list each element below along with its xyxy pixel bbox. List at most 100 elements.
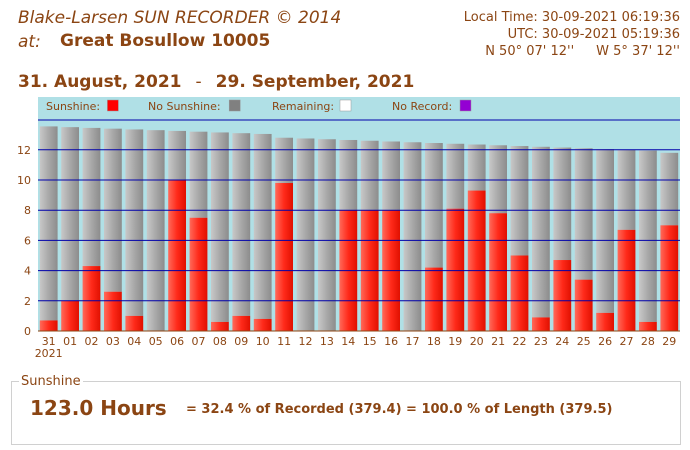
x-tick-label: 05 xyxy=(149,335,163,348)
bar-no-sunshine xyxy=(596,149,614,313)
x-tick-label: 01 xyxy=(63,335,77,348)
bar-sunshine xyxy=(61,300,79,331)
x-tick-label: 02 xyxy=(85,335,99,348)
longitude: W 5° 37' 12'' xyxy=(596,44,680,59)
bar-no-sunshine xyxy=(232,133,251,316)
sunshine-chart: Sunshine: No Sunshine: Remaining: No Record… xyxy=(17,97,680,360)
bar-no-sunshine xyxy=(382,141,400,211)
bar-sunshine xyxy=(617,229,636,331)
y-tick-label: 12 xyxy=(17,144,31,157)
bar-no-sunshine xyxy=(617,149,636,230)
bar-sunshine xyxy=(574,279,593,331)
bar-sunshine xyxy=(660,225,679,331)
at-label: at: xyxy=(18,32,41,52)
bar-no-sunshine xyxy=(360,140,379,211)
legend-swatch xyxy=(107,99,119,112)
y-tick-label: 4 xyxy=(24,265,31,278)
location-name: Great Bosullow 10005 xyxy=(60,31,271,51)
bar-no-sunshine xyxy=(275,137,293,184)
bar-sunshine xyxy=(168,180,186,331)
bar-sunshine xyxy=(553,260,572,331)
bar-sunshine xyxy=(253,318,272,331)
app-title: Blake-Larsen SUN RECORDER © 2014 xyxy=(18,8,342,28)
x-tick-label: 07 xyxy=(192,335,206,348)
x-tick-label: 22 xyxy=(513,335,527,348)
y-tick-label: 2 xyxy=(24,295,31,308)
bar-no-sunshine xyxy=(510,146,529,256)
bar-no-sunshine xyxy=(211,132,229,322)
summary-panel xyxy=(11,381,681,445)
bar-no-sunshine xyxy=(168,130,186,180)
x-tick-label: 15 xyxy=(363,335,377,348)
plot-area xyxy=(38,97,680,331)
bar-no-sunshine xyxy=(574,148,593,280)
x-tick-label: 28 xyxy=(641,335,655,348)
bar-no-sunshine xyxy=(639,150,657,322)
x-tick-label: 16 xyxy=(384,335,398,348)
coordinates: N 50° 07' 12'' W 5° 37' 12'' xyxy=(463,44,680,59)
local-time: Local Time: 30-09-2021 06:19:36 xyxy=(463,10,680,25)
bar-no-sunshine xyxy=(446,143,465,209)
bar-no-sunshine xyxy=(39,126,58,321)
x-tick-label: 24 xyxy=(555,335,569,348)
x-tick-label: 27 xyxy=(620,335,634,348)
y-tick-label: 10 xyxy=(17,174,31,187)
legend-label: Remaining: xyxy=(272,100,334,113)
bar-no-sunshine xyxy=(425,143,443,268)
y-tick-label: 8 xyxy=(24,204,31,217)
x-tick-label: 26 xyxy=(598,335,612,348)
bar-sunshine xyxy=(39,320,58,331)
legend-label: No Sunshine: xyxy=(148,100,221,113)
bar-sunshine xyxy=(639,321,657,331)
bar-sunshine xyxy=(82,266,101,331)
y-tick-label: 6 xyxy=(24,234,31,247)
bar-no-sunshine xyxy=(403,142,422,331)
legend-swatch xyxy=(228,99,241,112)
bar-sunshine xyxy=(189,217,208,331)
bar-sunshine xyxy=(510,255,529,331)
x-tick-label: 12 xyxy=(299,335,313,348)
legend-swatch xyxy=(459,99,472,112)
bar-no-sunshine xyxy=(189,131,208,218)
bar-sunshine xyxy=(211,321,229,331)
bar-sunshine xyxy=(446,208,465,331)
latitude: N 50° 07' 12'' xyxy=(485,44,575,59)
x-tick-label: 20 xyxy=(470,335,484,348)
bar-no-sunshine xyxy=(296,138,315,331)
x-tick-label: 10 xyxy=(256,335,270,348)
x-tick-label: 25 xyxy=(577,335,591,348)
x-tick-label: 23 xyxy=(534,335,548,348)
bar-no-sunshine xyxy=(253,133,272,319)
utc-time: UTC: 30-09-2021 05:19:36 xyxy=(507,27,680,42)
bar-no-sunshine xyxy=(318,139,336,331)
x-tick-label: 17 xyxy=(406,335,420,348)
x-tick-label: 08 xyxy=(213,335,227,348)
bar-no-sunshine xyxy=(553,147,572,261)
legend-label: Sunshine: xyxy=(46,100,100,113)
x-tick-label: 21 xyxy=(491,335,505,348)
date-range: 31. August, 2021-29. September, 2021 xyxy=(18,72,414,92)
bar-sunshine xyxy=(125,315,144,331)
bar-no-sunshine xyxy=(339,139,358,211)
bar-sunshine xyxy=(104,291,122,331)
range-separator: - xyxy=(195,72,202,92)
x-tick-label: 03 xyxy=(106,335,120,348)
x-tick-label: 11 xyxy=(277,335,291,348)
bar-sunshine xyxy=(532,317,550,331)
bar-sunshine xyxy=(467,190,486,331)
bar-sunshine xyxy=(275,183,293,331)
x-tick-label: 19 xyxy=(448,335,462,348)
x-tick-label: 06 xyxy=(170,335,184,348)
x-tick-label: 09 xyxy=(234,335,248,348)
summary-detail: = 32.4 % of Recorded (379.4) = 100.0 % o… xyxy=(186,402,613,417)
range-end: 29. September, 2021 xyxy=(215,72,415,92)
bar-no-sunshine xyxy=(125,129,144,316)
bar-sunshine xyxy=(425,267,443,331)
x-tick-label: 31 xyxy=(42,335,56,348)
x-tick-label: 29 xyxy=(662,335,676,348)
summary-hours: 123.0 Hours xyxy=(30,396,167,420)
summary-label: Sunshine xyxy=(19,374,83,389)
x-tick-label: 14 xyxy=(341,335,355,348)
bar-no-sunshine xyxy=(660,152,679,226)
bar-no-sunshine xyxy=(82,127,101,267)
